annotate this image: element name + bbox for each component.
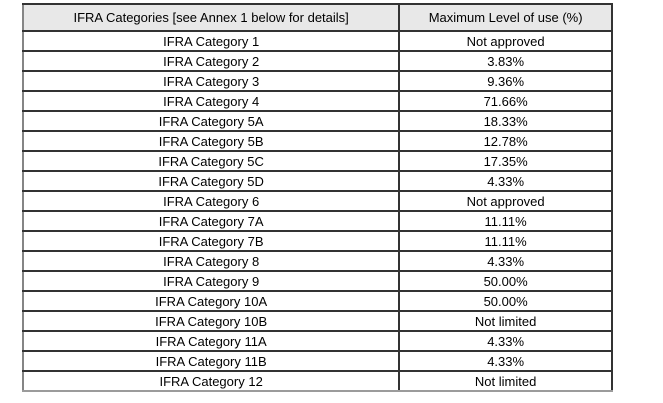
- table-row: IFRA Category 2 3.83%: [21, 50, 613, 72]
- max-level-cell: 4.33%: [398, 330, 613, 352]
- table-row: IFRA Category 12 Not limited: [21, 370, 613, 392]
- category-cell: IFRA Category 12: [21, 370, 401, 392]
- category-cell: IFRA Category 5C: [21, 150, 401, 172]
- max-level-cell: 9.36%: [398, 70, 613, 92]
- table-row: IFRA Category 7B 11.11%: [21, 230, 613, 252]
- max-level-cell: 11.11%: [398, 210, 613, 232]
- category-cell: IFRA Category 7B: [21, 230, 401, 252]
- category-cell: IFRA Category 10A: [21, 290, 401, 312]
- max-level-cell: 17.35%: [398, 150, 613, 172]
- table-row: IFRA Category 4 71.66%: [21, 90, 613, 112]
- category-cell: IFRA Category 10B: [21, 310, 401, 332]
- category-cell: IFRA Category 6: [21, 190, 401, 212]
- max-level-cell: Not approved: [398, 190, 613, 212]
- ifra-table-body: IFRA Category 1 Not approved IFRA Category…: [21, 30, 613, 392]
- max-level-cell: 4.33%: [398, 250, 613, 272]
- table-row: IFRA Category 11A 4.33%: [21, 330, 613, 352]
- table-header-row: IFRA Categories [see Annex 1 below for d…: [21, 3, 613, 32]
- table-row: IFRA Category 6 Not approved: [21, 190, 613, 212]
- category-cell: IFRA Category 2: [21, 50, 401, 72]
- table-row: IFRA Category 9 50.00%: [21, 270, 613, 292]
- category-cell: IFRA Category 9: [21, 270, 401, 292]
- category-cell: IFRA Category 5B: [21, 130, 401, 152]
- table-row: IFRA Category 10A 50.00%: [21, 290, 613, 312]
- header-cell-max-level: Maximum Level of use (%): [398, 3, 613, 32]
- max-level-cell: Not limited: [398, 310, 613, 332]
- max-level-cell: 18.33%: [398, 110, 613, 132]
- category-cell: IFRA Category 5A: [21, 110, 401, 132]
- table-row: IFRA Category 3 9.36%: [21, 70, 613, 92]
- category-cell: IFRA Category 3: [21, 70, 401, 92]
- max-level-cell: 4.33%: [398, 350, 613, 372]
- category-cell: IFRA Category 1: [21, 30, 401, 52]
- max-level-cell: Not limited: [398, 370, 613, 392]
- max-level-cell: 71.66%: [398, 90, 613, 112]
- table-row: IFRA Category 11B 4.33%: [21, 350, 613, 372]
- category-cell: IFRA Category 11B: [21, 350, 401, 372]
- max-level-cell: Not approved: [398, 30, 613, 52]
- table-row: IFRA Category 8 4.33%: [21, 250, 613, 272]
- category-cell: IFRA Category 8: [21, 250, 401, 272]
- header-cell-categories: IFRA Categories [see Annex 1 below for d…: [21, 3, 401, 32]
- table-row: IFRA Category 1 Not approved: [21, 30, 613, 52]
- max-level-cell: 50.00%: [398, 290, 613, 312]
- max-level-cell: 12.78%: [398, 130, 613, 152]
- max-level-cell: 50.00%: [398, 270, 613, 292]
- ifra-usage-table: IFRA Categories [see Annex 1 below for d…: [21, 3, 613, 392]
- max-level-cell: 11.11%: [398, 230, 613, 252]
- table-row: IFRA Category 5B 12.78%: [21, 130, 613, 152]
- table-row: IFRA Category 5C 17.35%: [21, 150, 613, 172]
- category-cell: IFRA Category 4: [21, 90, 401, 112]
- table-row: IFRA Category 5D 4.33%: [21, 170, 613, 192]
- max-level-cell: 4.33%: [398, 170, 613, 192]
- max-level-cell: 3.83%: [398, 50, 613, 72]
- category-cell: IFRA Category 7A: [21, 210, 401, 232]
- table-row: IFRA Category 5A 18.33%: [21, 110, 613, 132]
- category-cell: IFRA Category 5D: [21, 170, 401, 192]
- table-row: IFRA Category 7A 11.11%: [21, 210, 613, 232]
- category-cell: IFRA Category 11A: [21, 330, 401, 352]
- table-row: IFRA Category 10B Not limited: [21, 310, 613, 332]
